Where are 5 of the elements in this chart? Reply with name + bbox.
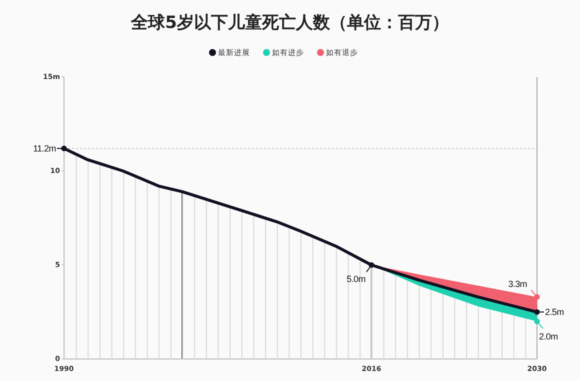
chart-title: 全球5岁以下儿童死亡人数（单位：百万） [130, 13, 449, 33]
annotation: 11.2m [33, 143, 56, 154]
annotation: 5.0m [346, 274, 366, 284]
annotation: 2.0m [539, 331, 558, 342]
annotation: 2.5m [545, 307, 564, 317]
